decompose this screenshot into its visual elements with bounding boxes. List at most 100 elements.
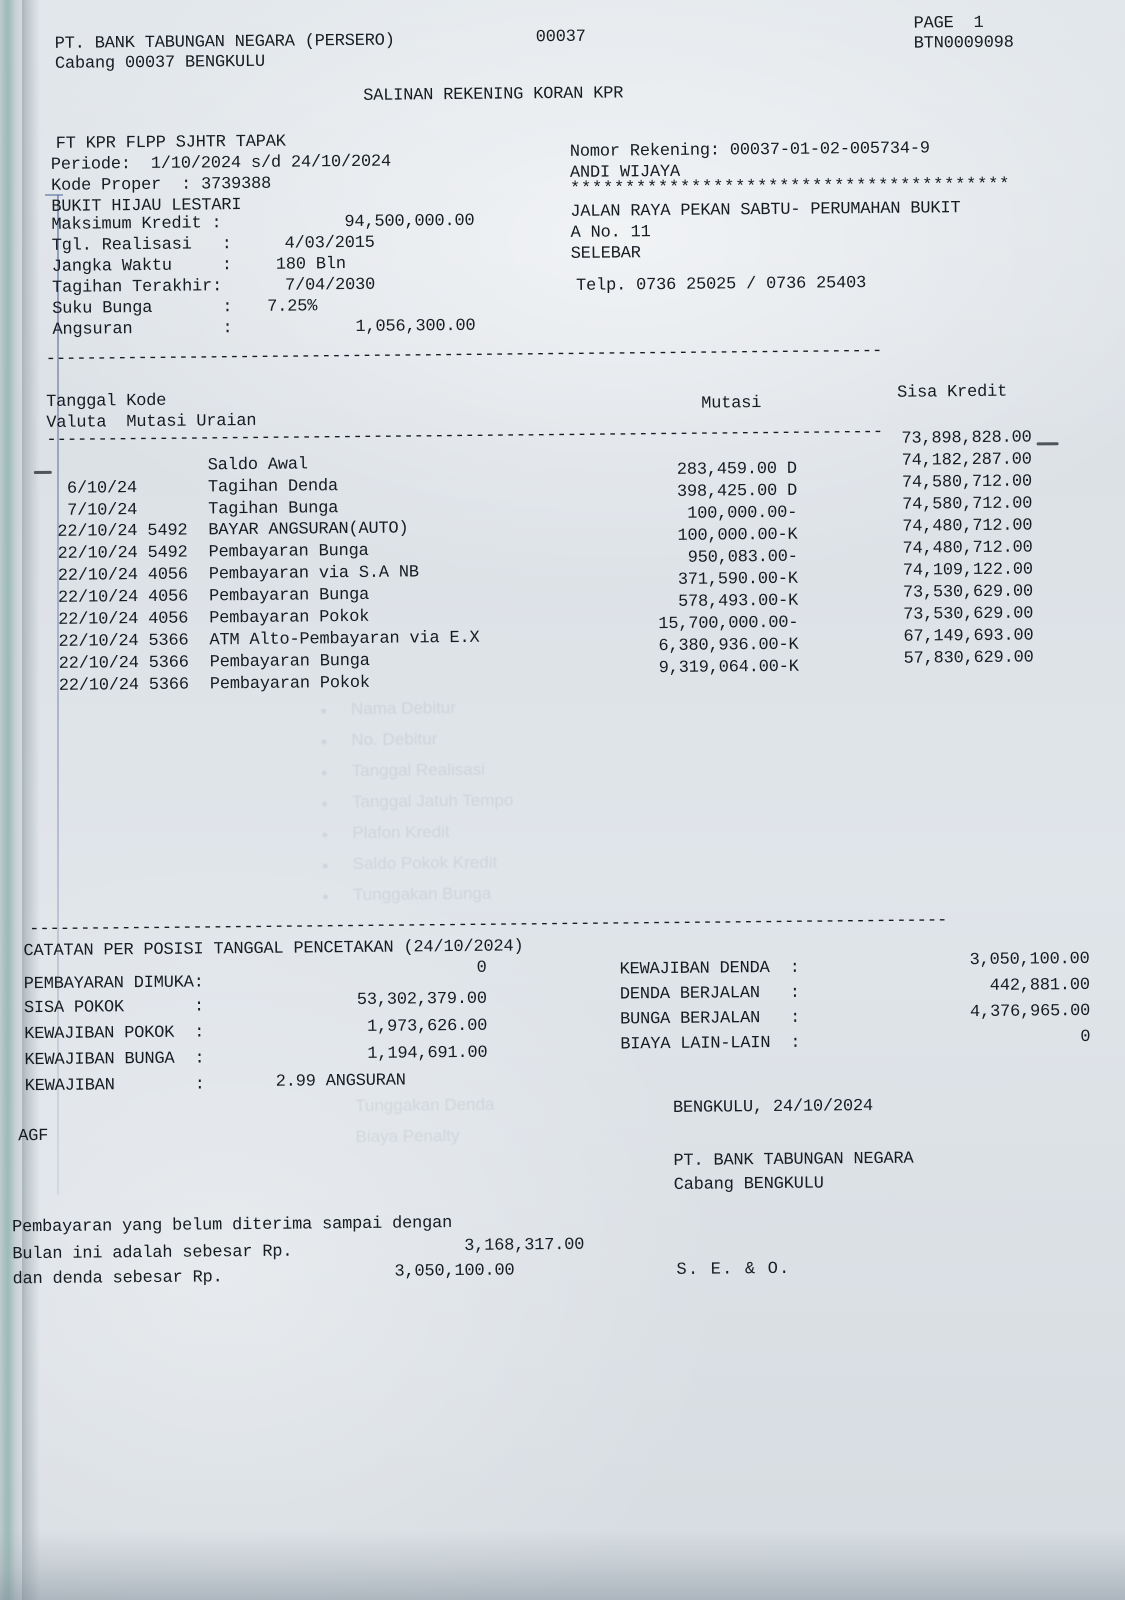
row-tanggal: 22/10/24 [57, 544, 138, 564]
document-title: SALINAN REKENING KORAN KPR [363, 84, 624, 106]
row-uraian: Saldo Awal [207, 455, 308, 476]
bunga-berjalan-value: 4,376,965.00 [969, 1001, 1091, 1023]
bunga-berjalan-label: BUNGA BERJALAN : [620, 1008, 801, 1030]
footer-note-line-1: Pembayaran yang belum diterima sampai de… [11, 1214, 453, 1238]
footer-note-line-3-label: dan denda sebesar Rp. [12, 1268, 223, 1290]
telephone: Telp. 0736 25025 / 0736 25403 [575, 274, 867, 296]
jangka-waktu-value: 180 Bln [275, 255, 346, 275]
center-code: 00037 [535, 27, 586, 48]
row-uraian: Tagihan Denda [207, 477, 339, 498]
pen-margin-rule-tick [45, 194, 63, 196]
signature-bank-name: PT. BANK TABUNGAN NEGARA [673, 1149, 914, 1171]
row-mutasi: 100,000.00- [687, 503, 798, 524]
table-row: 22/10/24 5366 Pembayaran Bunga 6,380,936… [0, 0, 1117, 674]
row-mutasi: 100,000.00-K [677, 525, 798, 546]
handwritten-dash-mark-left [33, 470, 52, 475]
row-uraian: Pembayaran Pokok [209, 607, 370, 629]
row-kode: 5366 [148, 631, 189, 651]
kewajiban-pokok-value: 1,973,626.00 [367, 1016, 488, 1037]
kewajiban-value: 2.99 ANGSURAN [275, 1071, 406, 1092]
table-row: 22/10/24 5366 ATM Alto-Pembayaran via E.… [0, 0, 1117, 652]
row-tanggal: 22/10/24 [58, 632, 139, 652]
tagihan-terakhir-value: 7/04/2030 [284, 275, 376, 296]
column-header-tanggal-kode: Tanggal Kode [46, 391, 167, 412]
statement-period: Periode: 1/10/2024 s/d 24/10/2024 [50, 152, 392, 175]
summary-right-column: KEWAJIBAN DENDA : 3,050,100.00 DENDA BER… [0, 0, 1117, 1055]
biaya-lain-lain-value: 0 [1080, 1027, 1091, 1048]
row-uraian: Pembayaran Bunga [208, 541, 369, 563]
sisa-pokok-value: 53,302,379.00 [356, 989, 488, 1010]
handwritten-dash-mark [1036, 442, 1059, 446]
angsuran-value: 1,056,300.00 [355, 316, 476, 337]
row-kode: 4056 [148, 609, 189, 629]
kode-proper: Kode Proper : 3739388 [50, 174, 272, 196]
row-sisa-kredit [809, 670, 1034, 672]
row-mutasi: 283,459.00 D [676, 459, 797, 480]
angsuran-label: Angsuran : [52, 319, 233, 340]
suku-bunga-value: 7.25% [267, 297, 318, 317]
row-kode: 5366 [148, 675, 189, 695]
row-sisa-kredit: 73,530,629.00 [902, 582, 1034, 603]
row-kode: 4056 [147, 565, 188, 585]
row-uraian: BAYAR ANGSURAN(AUTO) [208, 519, 409, 541]
pen-margin-rule [57, 195, 59, 1195]
denda-berjalan-label: DENDA BERJALAN : [619, 983, 800, 1005]
page-number-label: PAGE 1 [913, 13, 984, 34]
row-kode: 5366 [148, 653, 189, 673]
kewajiban-bunga-label: KEWAJIBAN BUNGA : [24, 1049, 205, 1071]
address-line-1: JALAN RAYA PEKAN SABTU- PERUMAHAN BUKIT [570, 199, 961, 222]
row-sisa-kredit: 73,530,629.00 [903, 604, 1034, 625]
summary-left-column: PEMBAYARAN DIMUKA: 0 SISA POKOK : 53,302… [0, 0, 1117, 1096]
kewajiban-pokok-label: KEWAJIBAN POKOK : [24, 1023, 205, 1045]
row-uraian: Pembayaran Bunga [209, 651, 370, 673]
column-header-mutasi: Mutasi [701, 394, 762, 414]
row-kode: 4056 [147, 587, 189, 607]
row-tanggal: 22/10/24 [58, 654, 139, 674]
row-sisa-kredit: 74,580,712.00 [901, 472, 1033, 493]
kewajiban-denda-value: 3,050,100.00 [969, 949, 1090, 971]
page-left-edge [0, 0, 26, 1600]
row-uraian: ATM Alto-Pembayaran via E.X [209, 628, 480, 651]
row-tanggal [42, 457, 137, 458]
kewajiban-label: KEWAJIBAN : [24, 1075, 205, 1097]
footer-note-line-2-value: 3,168,317.00 [464, 1235, 585, 1256]
form-code: BTN0009098 [913, 33, 1014, 54]
row-sisa-kredit: 74,480,712.00 [902, 516, 1033, 537]
row-tanggal: 22/10/24 [58, 610, 139, 630]
row-sisa-kredit: 57,830,629.00 [903, 648, 1034, 669]
table-row: 22/10/24 4056 Pembayaran via S.A NB 950,… [0, 0, 1117, 586]
kewajiban-bunga-value: 1,194,691.00 [367, 1043, 488, 1064]
address-line-2: A No. 11 [570, 223, 651, 243]
page-left-edge-shadow [22, 0, 40, 1600]
page-bottom-shadow [0, 1530, 1125, 1600]
branch-name: Cabang 00037 BENGKULU [54, 52, 266, 74]
row-tanggal: 22/10/24 [58, 676, 139, 696]
jangka-waktu-label: Jangka Waktu : [51, 256, 232, 277]
row-tanggal: 6/10/24 [66, 479, 138, 499]
footer-note-line-3-value: 3,050,100.00 [394, 1261, 515, 1282]
row-mutasi [597, 451, 797, 453]
row-sisa-kredit: 74,580,712.00 [902, 494, 1033, 515]
row-uraian: Tagihan Bunga [208, 499, 339, 520]
biaya-lain-lain-label: BIAYA LAIN-LAIN : [620, 1033, 801, 1055]
row-sisa-kredit: 74,480,712.00 [902, 538, 1033, 559]
product-name: FT KPR FLPP SJHTR TAPAK [55, 132, 286, 154]
column-header-sisa-kredit: Sisa Kredit [897, 382, 1008, 403]
row-sisa-kredit: 67,149,693.00 [903, 626, 1034, 647]
opening-balance-value: 73,898,828.00 [901, 428, 1032, 449]
row-mutasi: 15,700,000.00- [658, 613, 799, 635]
row-mutasi: 6,380,936.00-K [658, 635, 799, 657]
operator-code: AGF [18, 1126, 49, 1147]
row-tanggal: 7/10/24 [67, 501, 138, 521]
row-tanggal: 22/10/24 [57, 522, 138, 542]
maksimum-kredit-value: 94,500,000.00 [344, 211, 475, 233]
table-row: 7/10/24 Tagihan Bunga 398,425.00 D 74,58… [0, 0, 1117, 521]
row-kode: 5492 [147, 543, 188, 563]
sisa-pokok-label: SISA POKOK : [23, 997, 205, 1019]
row-uraian: Pembayaran Bunga [208, 585, 370, 607]
table-row: Saldo Awal 74,182,287.00 [0, 0, 1117, 475]
row-uraian: Pembayaran Pokok [209, 673, 370, 695]
kewajiban-denda-label: KEWAJIBAN DENDA : [619, 958, 800, 980]
